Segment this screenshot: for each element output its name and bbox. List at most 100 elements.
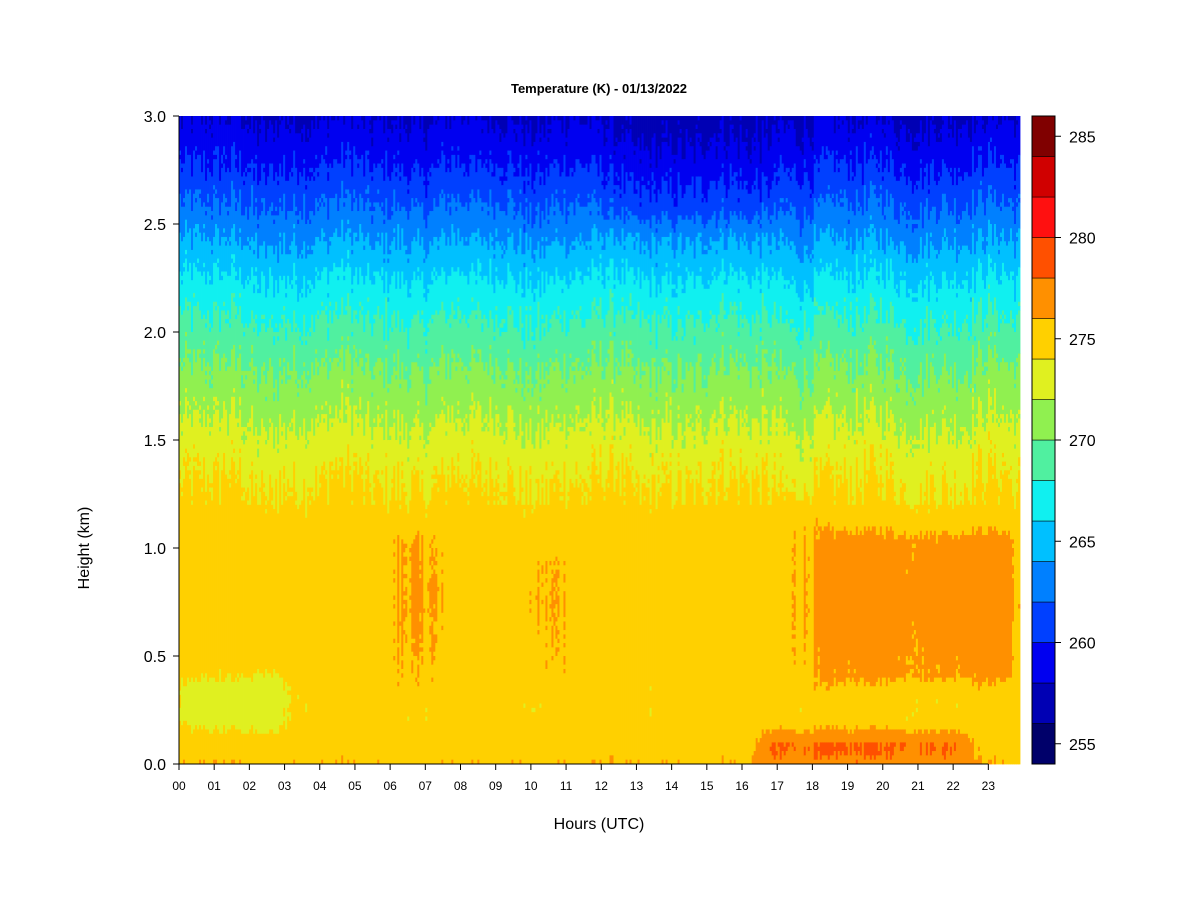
heatmap-cell	[611, 396, 614, 437]
heatmap-cell	[529, 275, 532, 281]
heatmap-cell	[561, 431, 564, 493]
heatmap-cell	[529, 612, 532, 765]
heatmap-cell	[337, 163, 340, 212]
heatmap-cell	[279, 120, 282, 126]
heatmap-cell	[185, 146, 188, 190]
heatmap-cell	[683, 219, 686, 251]
heatmap-cell	[231, 725, 234, 761]
heatmap-cell	[239, 293, 242, 298]
heatmap-cell	[495, 202, 498, 229]
heatmap-cell	[699, 409, 703, 415]
heatmap-cell	[555, 586, 558, 592]
heatmap-cell	[255, 206, 258, 234]
heatmap-cell	[527, 224, 530, 251]
heatmap-cell	[567, 211, 570, 216]
heatmap-cell	[581, 375, 584, 380]
heatmap-cell	[653, 310, 656, 359]
heatmap-cell	[197, 189, 200, 225]
heatmap-cell	[269, 116, 272, 121]
heatmap-cell	[383, 254, 386, 259]
heatmap-cell	[563, 673, 566, 761]
heatmap-cell	[357, 159, 360, 164]
heatmap-cell	[379, 245, 382, 277]
heatmap-cell	[251, 357, 254, 406]
heatmap-cell	[301, 340, 304, 346]
heatmap-cell	[687, 236, 690, 272]
heatmap-cell	[361, 357, 364, 367]
heatmap-cell	[363, 116, 366, 130]
heatmap-cell	[575, 357, 578, 406]
heatmap-cell	[643, 474, 646, 480]
heatmap-cell	[399, 500, 402, 506]
heatmap-cell	[189, 262, 192, 303]
heatmap-cell	[521, 448, 524, 488]
heatmap-cell	[419, 643, 422, 648]
heatmap-cell	[573, 120, 576, 173]
heatmap-cell	[597, 120, 600, 130]
heatmap-cell	[181, 435, 184, 488]
heatmap-cell	[591, 452, 594, 458]
heatmap-cell	[225, 159, 228, 173]
heatmap-cell	[501, 327, 504, 333]
heatmap-cell	[267, 327, 270, 372]
heatmap-cell	[585, 163, 588, 208]
heatmap-cell	[385, 357, 388, 402]
heatmap-cell	[573, 487, 576, 765]
heatmap-cell	[325, 146, 328, 156]
heatmap-cell	[501, 332, 504, 376]
heatmap-cell	[387, 262, 390, 294]
heatmap-cell	[187, 465, 190, 471]
heatmap-cell	[405, 280, 408, 329]
heatmap-cell	[665, 759, 668, 765]
heatmap-cell	[657, 366, 660, 411]
heatmap-cell	[451, 154, 454, 195]
heatmap-cell	[541, 565, 544, 575]
heatmap-cell	[343, 487, 346, 765]
heatmap-cell	[265, 444, 268, 497]
heatmap-cell	[673, 379, 676, 385]
heatmap-cell	[655, 228, 658, 234]
heatmap-cell	[187, 357, 190, 402]
heatmap-cell	[485, 275, 488, 320]
heatmap-cell	[567, 379, 570, 428]
heatmap-cell	[391, 375, 394, 428]
heatmap-cell	[399, 133, 402, 143]
heatmap-cell	[261, 202, 264, 212]
heatmap-cell	[197, 729, 200, 765]
heatmap-cell	[267, 128, 270, 177]
heatmap-cell	[449, 314, 452, 324]
heatmap-cell	[271, 202, 274, 212]
heatmap-cell	[211, 211, 214, 216]
heatmap-cell	[225, 172, 228, 199]
heatmap-cell	[371, 133, 374, 138]
heatmap-cell	[369, 491, 372, 765]
heatmap-cell	[709, 219, 713, 238]
heatmap-cell	[297, 133, 300, 186]
heatmap-cell	[677, 215, 680, 238]
heatmap-cell	[579, 427, 582, 432]
heatmap-cell	[295, 280, 298, 285]
heatmap-cell	[623, 245, 626, 251]
heatmap-cell	[629, 401, 632, 445]
heatmap-cell	[253, 370, 256, 376]
heatmap-cell	[535, 211, 538, 216]
heatmap-cell	[443, 405, 446, 415]
heatmap-cell	[429, 647, 432, 653]
heatmap-cell	[253, 163, 256, 169]
heatmap-cell	[667, 245, 670, 285]
heatmap-cell	[245, 323, 248, 372]
heatmap-cell	[607, 470, 610, 484]
heatmap-cell	[217, 405, 220, 411]
heatmap-cell	[473, 478, 476, 484]
heatmap-cell	[417, 163, 420, 203]
heatmap-cell	[179, 694, 182, 709]
heatmap-cell	[465, 116, 468, 173]
heatmap-cell	[581, 206, 584, 242]
heatmap-cell	[571, 310, 574, 316]
heatmap-cell	[609, 336, 612, 342]
heatmap-cell	[473, 457, 476, 475]
heatmap-cell	[563, 116, 566, 156]
heatmap-cell	[605, 128, 608, 138]
heatmap-cell	[409, 595, 412, 601]
heatmap-cell	[387, 254, 390, 259]
